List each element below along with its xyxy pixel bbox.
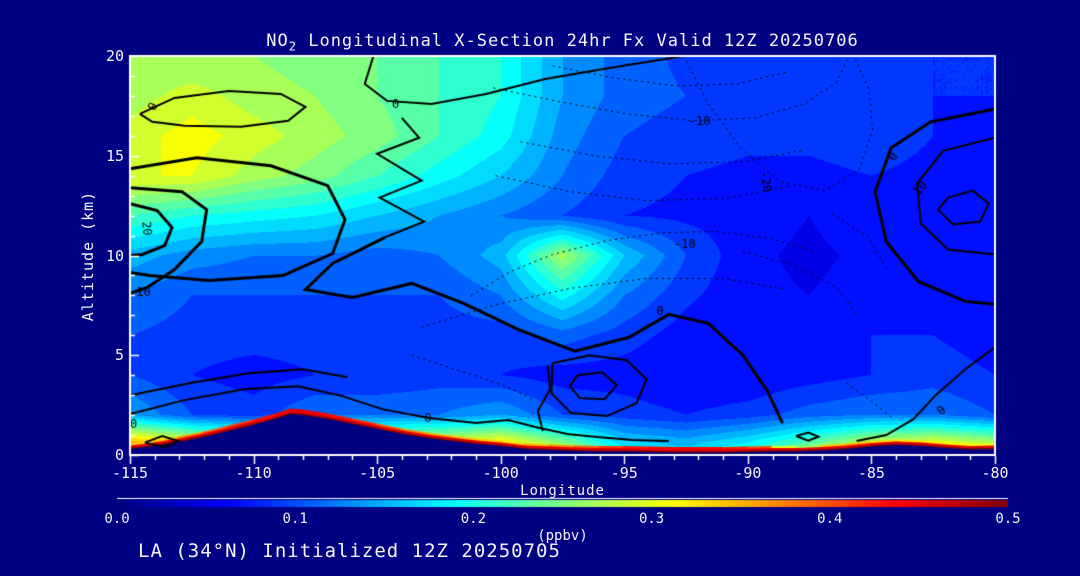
cbtick-label: 0.3 [638, 511, 665, 527]
init-caption: LA (34°N) Initialized 12Z 20250705 [138, 540, 561, 562]
cbtick-label: 0.0 [104, 511, 130, 527]
xtick-label: -90 [734, 464, 762, 482]
cbtick-label: 0.2 [460, 511, 487, 527]
title-species: NO [266, 31, 289, 51]
xtick-label: -105 [359, 464, 396, 482]
colorbar-unit-label: (ppbv) [537, 528, 588, 544]
ytick-label: 10 [105, 246, 124, 265]
ytick-label: 20 [105, 47, 124, 65]
title-species-subscript: 2 [288, 39, 297, 54]
plot-title: NO2 Longitudinal X-Section 24hr Fx Valid… [130, 31, 995, 53]
cbtick-label: 0.5 [995, 511, 1021, 527]
xtick-label: -95 [610, 464, 638, 482]
cbtick-label: 0.1 [282, 511, 308, 527]
ytick-label: 15 [105, 146, 124, 165]
ytick-label: 0 [114, 446, 124, 464]
xtick-label: -115 [111, 464, 149, 482]
ytick-label: 5 [114, 346, 124, 365]
xtick-label: -110 [235, 464, 272, 482]
x-axis-title: Longitude [520, 483, 605, 499]
title-text: Longitudinal X-Section 24hr Fx Valid 12Z… [296, 31, 859, 51]
xtick-label: -80 [981, 464, 1009, 482]
xtick-label: -100 [482, 464, 519, 482]
xtick-label: -85 [857, 464, 885, 482]
cbtick-label: 0.4 [817, 511, 843, 527]
